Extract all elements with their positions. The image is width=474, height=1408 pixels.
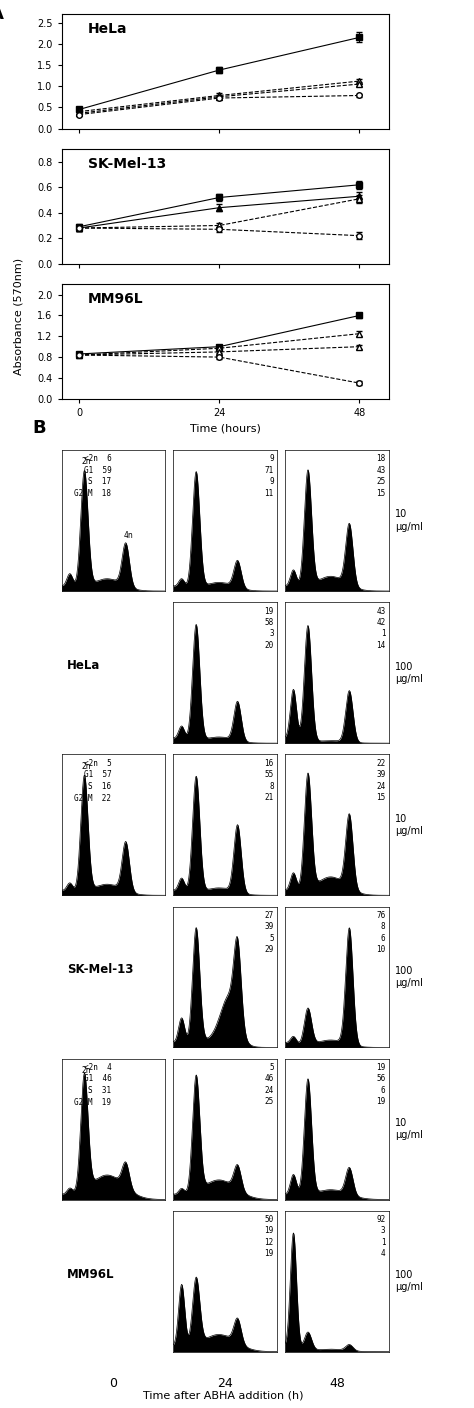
Text: 100
µg/ml: 100 µg/ml [395,1270,423,1293]
Text: 27
39
5
29: 27 39 5 29 [264,911,274,955]
Text: HeLa: HeLa [67,659,100,672]
Text: <2n  4
G1  46
S  31
G2/M  19: <2n 4 G1 46 S 31 G2/M 19 [74,1063,111,1107]
Text: A: A [0,4,3,23]
Text: 0: 0 [109,1377,118,1390]
Text: 18
43
25
15: 18 43 25 15 [376,455,385,498]
Text: B: B [33,420,46,436]
Text: <2n  6
G1  59
S  17
G2/M  18: <2n 6 G1 59 S 17 G2/M 18 [74,455,111,498]
Text: 2n: 2n [82,762,91,770]
Text: MM96L: MM96L [88,293,144,307]
Text: 19
56
6
19: 19 56 6 19 [376,1063,385,1107]
Text: 100
µg/ml: 100 µg/ml [395,662,423,684]
Text: Absorbance (570nm): Absorbance (570nm) [14,258,24,376]
X-axis label: Time (hours): Time (hours) [190,424,261,434]
Text: 5
46
24
25: 5 46 24 25 [264,1063,274,1107]
Text: 16
55
8
21: 16 55 8 21 [264,759,274,803]
Text: <2n  5
G1  57
S  16
G2/M  22: <2n 5 G1 57 S 16 G2/M 22 [74,759,111,803]
Text: 10
µg/ml: 10 µg/ml [395,1118,423,1140]
Text: 10
µg/ml: 10 µg/ml [395,814,423,836]
Text: 50
19
12
19: 50 19 12 19 [264,1215,274,1259]
Text: 92
3
1
4: 92 3 1 4 [376,1215,385,1259]
Text: 22
39
24
15: 22 39 24 15 [376,759,385,803]
Text: 2n: 2n [82,1066,91,1074]
Text: 76
8
6
10: 76 8 6 10 [376,911,385,955]
Text: 4n: 4n [124,531,134,539]
Text: HeLa: HeLa [88,23,128,37]
Text: 19
58
3
20: 19 58 3 20 [264,607,274,650]
Text: MM96L: MM96L [67,1267,114,1281]
Text: 10
µg/ml: 10 µg/ml [395,510,423,532]
Text: 48: 48 [329,1377,345,1390]
Text: 2n: 2n [82,458,91,466]
Text: 43
42
1
14: 43 42 1 14 [376,607,385,650]
Text: 9
71
9
11: 9 71 9 11 [264,455,274,498]
Text: 100
µg/ml: 100 µg/ml [395,966,423,988]
Text: SK-Mel-13: SK-Mel-13 [88,158,166,172]
Text: 24: 24 [217,1377,233,1390]
Text: SK-Mel-13: SK-Mel-13 [67,963,133,976]
Text: Time after ABHA addition (h): Time after ABHA addition (h) [143,1391,303,1401]
